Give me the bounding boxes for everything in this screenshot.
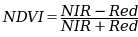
Text: $\mathit{NDVI} = \dfrac{\mathit{NIR} - \mathit{Red}}{\mathit{NIR} + \mathit{Red}: $\mathit{NDVI} = \dfrac{\mathit{NIR} - \… <box>2 3 138 34</box>
